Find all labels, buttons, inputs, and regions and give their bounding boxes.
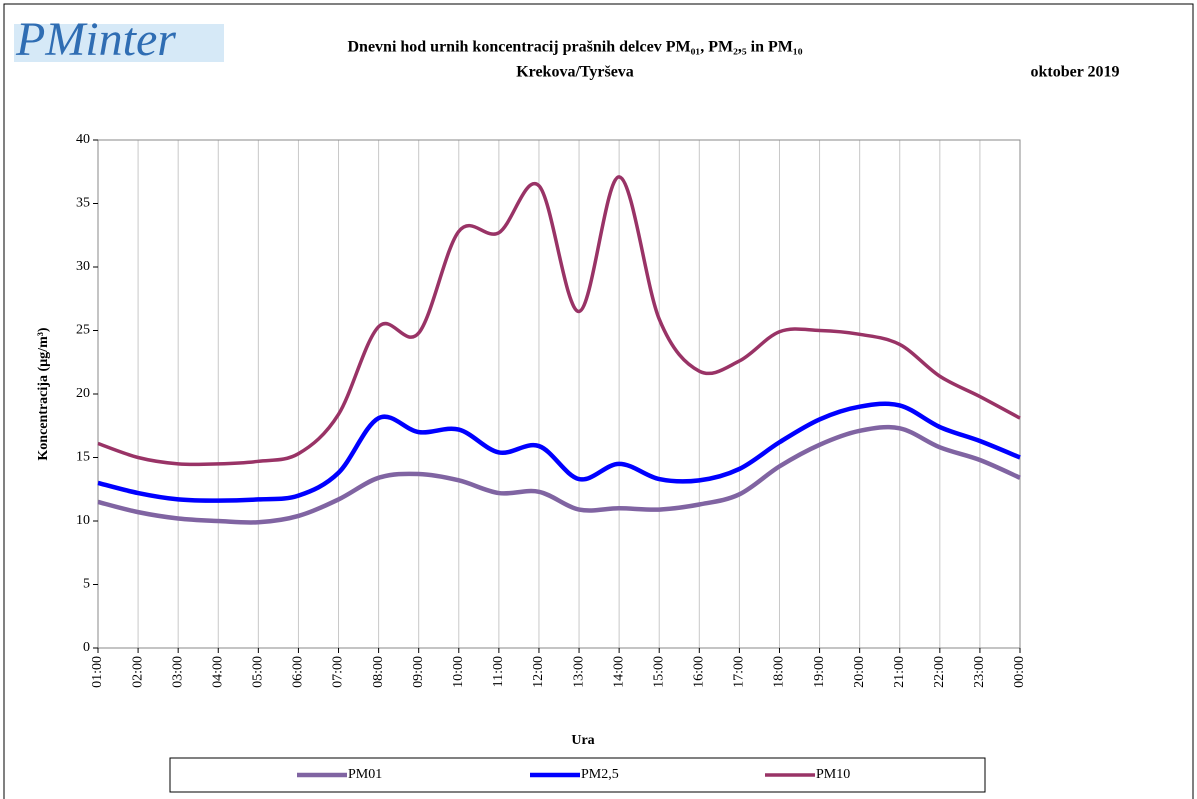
x-tick-label: 18:00: [772, 656, 787, 688]
y-tick-label: 35: [76, 196, 90, 211]
legend-label: PM10: [816, 767, 850, 782]
y-axis-label: Koncentracija (µg/m³): [36, 327, 51, 461]
x-tick-label: 17:00: [732, 656, 747, 688]
y-tick-label: 0: [83, 640, 90, 655]
frame: [3, 3, 1194, 799]
x-tick-label: 15:00: [651, 656, 666, 688]
x-tick-label: 21:00: [892, 656, 907, 688]
y-tick-label: 10: [76, 513, 90, 528]
x-tick-label: 20:00: [852, 656, 867, 688]
x-tick-label: 12:00: [531, 656, 546, 688]
x-tick-label: 11:00: [491, 656, 506, 687]
series-line: [97, 175, 1021, 467]
x-axis-label: Ura: [571, 733, 594, 748]
x-tick-label: 05:00: [251, 656, 266, 688]
x-tick-label: 07:00: [331, 656, 346, 688]
x-tick-label: 16:00: [692, 656, 707, 688]
x-tick-label: 00:00: [1012, 656, 1027, 688]
x-tick-label: 23:00: [972, 656, 987, 688]
y-tick-label: 25: [76, 323, 90, 338]
y-tick-label: 20: [76, 386, 90, 401]
x-tick-label: 13:00: [571, 656, 586, 688]
x-tick-label: 14:00: [611, 656, 626, 688]
x-tick-label: 06:00: [291, 656, 306, 688]
legend-box: [169, 757, 986, 793]
x-tick-label: 09:00: [411, 656, 426, 688]
chart-subtitle: Krekova/Tyrševa: [516, 64, 634, 81]
y-tick-label: 15: [76, 450, 90, 465]
legend-label: PM01: [348, 767, 382, 782]
logo: PMinter: [15, 13, 176, 66]
series-line: [97, 424, 1021, 525]
x-tick-label: 10:00: [451, 656, 466, 688]
x-tick-label: 22:00: [932, 656, 947, 688]
x-tick-label: 08:00: [371, 656, 386, 688]
series-line: [97, 401, 1021, 503]
x-tick-label: 04:00: [210, 656, 225, 688]
x-tick-label: 03:00: [170, 656, 185, 688]
y-tick-label: 5: [83, 577, 90, 592]
x-tick-label: 02:00: [130, 656, 145, 688]
date-label: oktober 2019: [1030, 64, 1119, 81]
y-tick-label: 40: [76, 132, 90, 147]
x-tick-label: 01:00: [90, 656, 105, 688]
legend-label: PM2,5: [581, 767, 619, 782]
plot-border: [97, 139, 1021, 649]
x-tick-label: 19:00: [812, 656, 827, 688]
logo-bg: [14, 24, 224, 62]
y-tick-label: 30: [76, 259, 90, 274]
chart-title: Dnevni hod urnih koncentracij prašnih de…: [347, 39, 802, 56]
